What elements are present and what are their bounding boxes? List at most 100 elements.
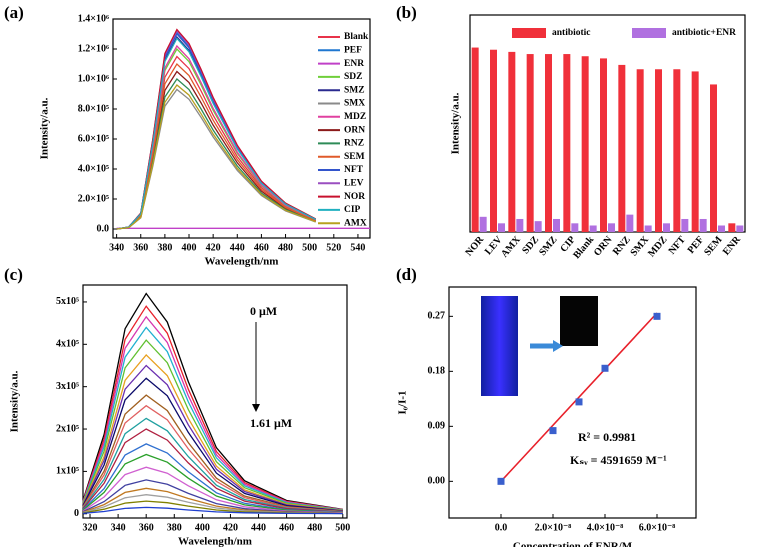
data-point [653,312,661,320]
y-tick-label: 2x10⁵ [56,423,79,434]
bar [571,223,579,232]
y-tick-label: 0 [74,508,79,519]
data-point [575,398,583,406]
series-line [82,364,343,512]
x-tick-label: SEM [702,234,725,258]
annotation: 1.61 μM [250,416,292,430]
y-tick-label: 1.2×10⁶ [78,43,109,54]
x-tick-label: 480 [278,242,293,253]
y-axis-label: I₀/I-1 [397,390,409,414]
data-point [549,427,557,435]
x-tick-label: 320 [83,522,98,533]
annotation: Kₛᵥ = 4591659 M⁻¹ [570,453,667,467]
legend-label: PEF [344,45,362,55]
x-tick-label: NOR [464,234,487,259]
bar [636,69,644,232]
bar [553,218,560,232]
series-line [82,466,343,514]
x-tick-label: RNZ [611,234,633,257]
y-tick-label: 5x10⁵ [56,296,79,307]
series-line [82,326,343,511]
plot-frame [469,14,746,233]
x-tick-label: 360 [133,242,148,253]
legend-label: antibiotic+ENR [672,28,736,38]
vial-before [481,296,518,396]
y-tick-label: 0.00 [428,476,446,487]
bar [600,58,607,233]
data-point [601,364,609,372]
plot-frame [82,284,348,519]
legend-label: ORN [344,125,365,135]
x-tick-label: 4.0×10⁻⁸ [587,522,623,533]
bar [545,54,552,233]
data-point [497,477,505,485]
y-axis-label: Intensity/a.u. [39,97,51,159]
bar [710,84,717,232]
x-axis-label: Concentration of ENR/M [513,541,633,547]
series-line [116,37,316,230]
y-axis-label: Intensity/a.u. [450,92,462,154]
legend-label: AMX [344,218,367,228]
bar [563,54,571,233]
bar [498,223,505,232]
x-tick-label: 440 [251,522,266,533]
y-tick-label: 4.0×10⁵ [78,163,109,174]
legend-label: MDZ [344,112,366,122]
x-tick-label: 360 [139,522,154,533]
bar [516,218,524,232]
legend-label: antibiotic [552,28,591,38]
legend-label: CIP [344,205,361,215]
series-line [82,506,343,515]
bar [663,223,670,232]
y-tick-label: 1x10⁵ [56,466,79,477]
bar [644,225,652,232]
series-line [116,84,316,230]
series-line [82,292,343,511]
y-axis-label: Intensity/a.u. [9,370,21,432]
series-line [116,35,316,230]
bar [479,216,487,232]
x-tick-label: ORN [592,234,615,259]
bar [608,223,615,232]
y-tick-label: 1.0×10⁶ [78,73,109,84]
plot-frame [112,18,371,239]
series-line [82,443,343,514]
bar [673,69,681,232]
x-tick-label: 400 [182,242,197,253]
x-tick-label: 460 [254,242,269,253]
bar [681,218,689,232]
y-tick-label: 3x10⁵ [56,381,79,392]
bar [728,223,736,232]
x-tick-label: 6.0×10⁻⁸ [639,522,675,533]
y-tick-label: 0.09 [428,421,446,432]
x-tick-label: SMZ [537,234,560,258]
legend-swatch [632,28,666,38]
y-tick-label: 8.0×10⁵ [78,103,109,114]
vial-after [560,296,598,346]
x-tick-label: 0.0 [495,522,508,533]
x-tick-label: 2.0×10⁻⁸ [535,522,571,533]
series-line [82,417,343,513]
bar [526,54,534,233]
bar [736,225,744,232]
bar [626,214,634,232]
y-tick-label: 1.4×10⁶ [78,13,109,24]
legend-label: NOR [344,192,365,202]
x-tick-label: 500 [335,522,350,533]
legend-label: LEV [344,178,364,188]
inset-arrow-head [553,340,563,352]
x-tick-label: 480 [307,522,322,533]
annotation: R² = 0.9981 [578,430,636,444]
bar [618,64,626,232]
bar [589,225,597,232]
series-line [82,353,343,512]
x-axis-label: Wavelength/nm [178,536,252,547]
x-tick-label: 400 [195,522,210,533]
bar [581,56,589,233]
x-tick-label: 340 [109,242,124,253]
x-tick-label: 420 [206,242,221,253]
legend-label: RNZ [344,139,364,149]
y-tick-label: 0.18 [428,366,446,377]
